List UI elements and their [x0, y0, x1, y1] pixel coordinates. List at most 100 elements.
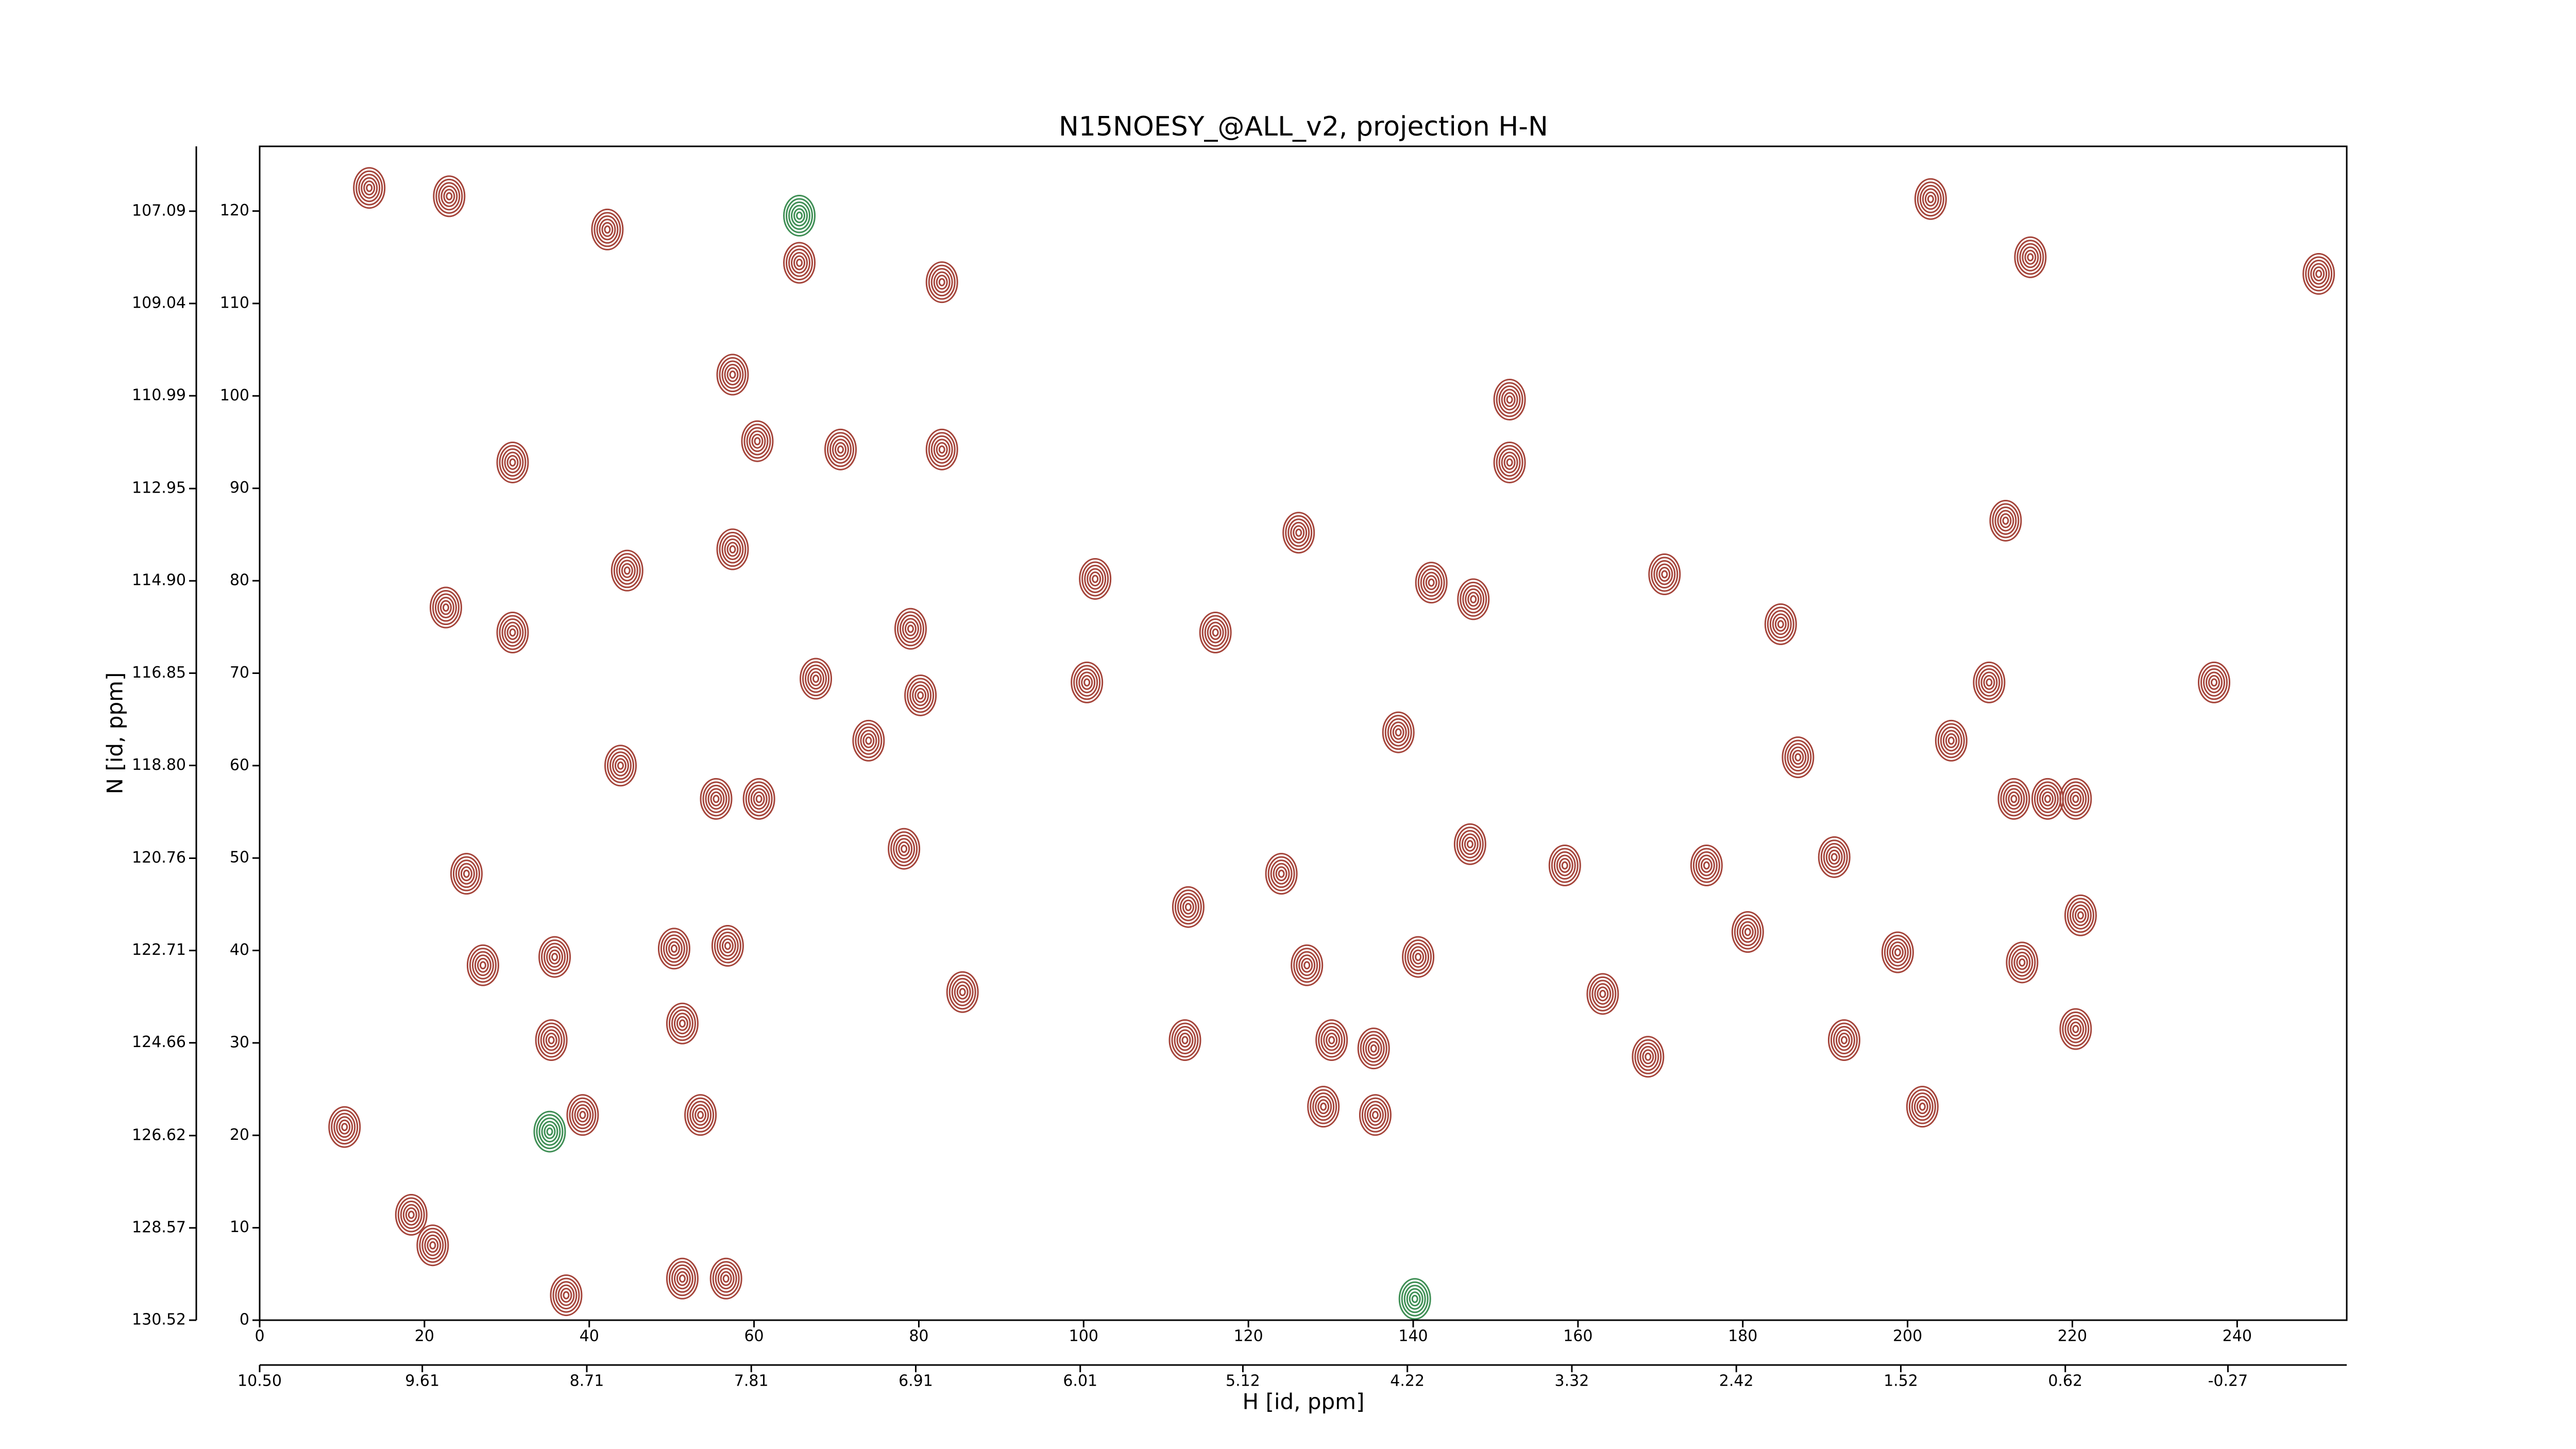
- contour-ring: [2014, 236, 2047, 278]
- contour-ring: [2313, 266, 2325, 282]
- contour-ring: [896, 611, 924, 647]
- contour-ring: [1493, 378, 1526, 420]
- contour-ring: [1401, 1281, 1429, 1317]
- contour-ring: [1833, 1026, 1855, 1055]
- y2-tick-label: 118.80: [132, 756, 186, 774]
- contour-ring: [1744, 928, 1751, 936]
- contour-ring: [550, 1274, 583, 1317]
- contour-ring: [1459, 830, 1481, 858]
- contour-ring: [2010, 795, 2018, 803]
- contour-ring: [1403, 1285, 1426, 1313]
- contour-ring: [601, 222, 614, 237]
- contour-ring: [933, 271, 951, 293]
- contour-ring: [1382, 711, 1415, 753]
- contour-ring: [1551, 848, 1579, 883]
- y-tick-label: 50: [230, 849, 249, 867]
- contour-ring: [1828, 849, 1840, 865]
- y-tick-label: 120: [220, 201, 249, 220]
- contour-ring: [1389, 721, 1407, 744]
- contour-ring: [1295, 528, 1302, 537]
- contour-ring: [1174, 1026, 1196, 1055]
- contour-ring: [1282, 512, 1315, 554]
- contour-ring: [606, 748, 634, 783]
- x-tick-label: 80: [909, 1327, 928, 1345]
- contour-ring: [2062, 781, 2090, 817]
- contour-ring: [2064, 784, 2087, 813]
- contour-ring: [479, 961, 486, 970]
- contour-ring: [437, 597, 454, 619]
- y2-tick-label: 107.09: [132, 201, 186, 220]
- contour-ring: [1318, 1022, 1346, 1058]
- contour-ring: [724, 538, 741, 561]
- contour-ring: [471, 951, 494, 980]
- contour-ring: [618, 560, 636, 582]
- contour-ring: [1296, 951, 1318, 980]
- contour-ring: [689, 1101, 712, 1130]
- contour-ring: [729, 370, 736, 379]
- contour-ring: [666, 1257, 699, 1300]
- x-tick-label: 180: [1728, 1327, 1757, 1345]
- contour-ring: [1556, 854, 1573, 877]
- contour-ring: [1411, 1294, 1418, 1303]
- contour-ring: [1648, 553, 1681, 595]
- contour-ring: [1908, 1089, 1936, 1124]
- contour-ring: [888, 828, 921, 870]
- contour-ring: [427, 1238, 439, 1253]
- contour-ring: [2008, 945, 2036, 980]
- contour-ring: [2005, 788, 2023, 810]
- x2-tick-label: 4.22: [1390, 1372, 1425, 1390]
- contour-ring: [1741, 924, 1754, 940]
- contour-ring: [687, 1097, 715, 1133]
- y2-tick-label: 126.62: [132, 1126, 186, 1144]
- contour-ring: [1942, 730, 1960, 752]
- contour-ring: [1176, 1029, 1194, 1051]
- contour-ring: [1315, 1096, 1332, 1118]
- contour-ring: [802, 661, 830, 697]
- contour-ring: [566, 1094, 599, 1136]
- contour-ring: [1632, 1036, 1665, 1078]
- contour-ring: [907, 678, 935, 713]
- contour-ring: [533, 1110, 566, 1153]
- contour-ring: [1204, 618, 1227, 647]
- contour-ring: [2000, 781, 2028, 817]
- contour-ring: [928, 264, 956, 300]
- contour-ring: [544, 942, 566, 971]
- contour-ring: [907, 625, 914, 633]
- x-axis-label: H [id, ppm]: [1243, 1389, 1365, 1414]
- contour-ring: [614, 758, 626, 773]
- contour-ring: [1293, 525, 1305, 541]
- contour-ring: [1320, 1102, 1327, 1111]
- contour-ring: [2044, 795, 2051, 803]
- contour-ring: [1365, 1037, 1382, 1059]
- contour-ring: [1453, 823, 1486, 865]
- contour-ring: [2066, 898, 2094, 933]
- contour-ring: [1586, 973, 1619, 1015]
- contour-ring: [623, 566, 631, 575]
- chart-title: N15NOESY_@ALL_v2, projection H-N: [1059, 111, 1548, 142]
- contour-ring: [2036, 784, 2059, 813]
- contour-ring: [657, 928, 690, 970]
- contour-ring: [717, 1268, 735, 1290]
- contour-ring: [613, 553, 641, 588]
- contour-ring: [2064, 1015, 2087, 1043]
- contour-ring: [707, 788, 725, 810]
- contour-ring: [2033, 781, 2061, 817]
- x2-tick-label: 0.62: [2048, 1372, 2082, 1390]
- contour-ring: [862, 733, 875, 748]
- contour-ring: [783, 195, 816, 237]
- contour-ring: [750, 788, 768, 810]
- contour-ring: [904, 674, 937, 716]
- contour-ring: [1884, 935, 1911, 970]
- contour-ring: [1658, 566, 1671, 582]
- contour-ring: [452, 856, 480, 891]
- contour-ring: [1653, 560, 1676, 588]
- contour-ring: [1906, 1086, 1939, 1128]
- y-axis-label: N [id, ppm]: [103, 672, 128, 795]
- contour-ring: [812, 675, 820, 683]
- contour-ring: [1370, 1044, 1377, 1053]
- contour-ring: [2072, 795, 2079, 803]
- contour-ring: [1402, 936, 1435, 978]
- contour-ring: [716, 528, 749, 570]
- contour-ring: [702, 781, 730, 817]
